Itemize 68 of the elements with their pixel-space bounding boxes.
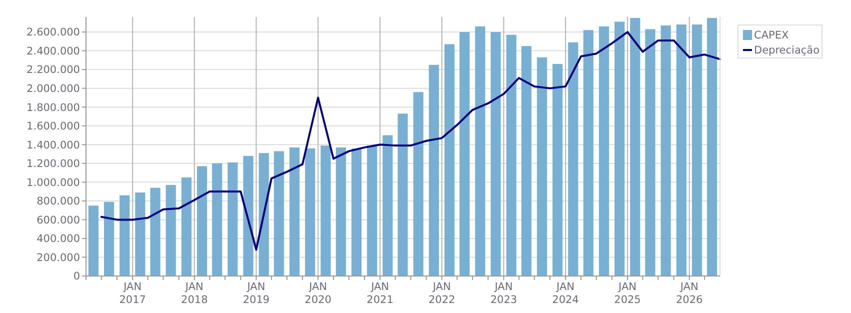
x-tick-label: JAN 2021 xyxy=(366,281,394,306)
bar xyxy=(382,135,393,276)
bar xyxy=(243,156,254,276)
y-tick-label: 2.400.000 xyxy=(26,45,80,58)
bar xyxy=(645,29,656,276)
bar xyxy=(320,146,331,276)
bar xyxy=(552,64,563,276)
x-tick-label: JAN 2023 xyxy=(490,281,518,306)
y-tick-label: 600.000 xyxy=(36,214,80,226)
bar xyxy=(475,26,486,276)
x-tick-label: JAN 2026 xyxy=(676,281,704,306)
bar xyxy=(521,46,532,276)
x-tick-label: JAN 2018 xyxy=(181,281,208,306)
bar xyxy=(630,18,640,276)
bar xyxy=(258,153,269,276)
line-series xyxy=(100,31,721,251)
bar xyxy=(367,146,378,276)
x-tick-label: JAN 2024 xyxy=(552,281,580,306)
bar xyxy=(305,148,316,276)
x-tick-label: JAN 2020 xyxy=(304,281,332,306)
y-tick-label: 1.400.000 xyxy=(26,139,80,152)
bar xyxy=(707,18,718,276)
bar xyxy=(135,192,146,276)
bar xyxy=(196,166,208,276)
y-tick-label: 400.000 xyxy=(36,233,80,246)
y-tick-label: 1.800.000 xyxy=(26,102,80,114)
bar xyxy=(88,206,98,276)
y-tick-label: 1.000.000 xyxy=(26,176,80,189)
bar xyxy=(536,57,548,276)
y-tick-label: 2.000.000 xyxy=(26,82,80,95)
bar xyxy=(289,147,300,276)
bar xyxy=(413,92,424,276)
y-tick-label: 0 xyxy=(73,270,80,283)
bar xyxy=(274,151,284,276)
legend-label: CAPEX xyxy=(754,30,789,42)
x-tick-label: JAN 2017 xyxy=(119,281,146,306)
bar xyxy=(692,24,702,276)
x-tick-label: JAN 2022 xyxy=(428,281,456,306)
bar xyxy=(460,32,470,276)
y-tick-label: 2.600.000 xyxy=(26,26,80,39)
bar xyxy=(166,184,176,276)
y-tick-label: 1.600.000 xyxy=(26,120,80,133)
bar xyxy=(598,26,610,276)
bar xyxy=(506,34,516,276)
x-tick-label: JAN 2025 xyxy=(614,281,641,306)
bar xyxy=(398,114,408,276)
y-tick-label: 1.200.000 xyxy=(26,158,80,170)
x-tick-label: JAN 2019 xyxy=(242,281,270,306)
bar xyxy=(228,162,238,276)
bar xyxy=(568,42,578,276)
bar xyxy=(120,195,130,276)
bar xyxy=(444,44,455,276)
bar xyxy=(104,202,114,276)
y-tick-label: 200.000 xyxy=(36,252,80,264)
bar xyxy=(428,64,439,276)
bar xyxy=(181,177,192,276)
bar xyxy=(676,24,686,276)
y-tick-label: 2.200.000 xyxy=(26,64,80,76)
bar xyxy=(150,188,160,276)
bar xyxy=(583,30,594,276)
legend-label: Depreciação xyxy=(754,44,820,57)
bar xyxy=(614,22,625,276)
bar xyxy=(490,32,501,276)
bar xyxy=(660,25,671,276)
bar xyxy=(212,163,222,276)
y-tick-label: 800.000 xyxy=(36,196,80,208)
bar xyxy=(351,148,362,276)
bar xyxy=(336,147,346,276)
